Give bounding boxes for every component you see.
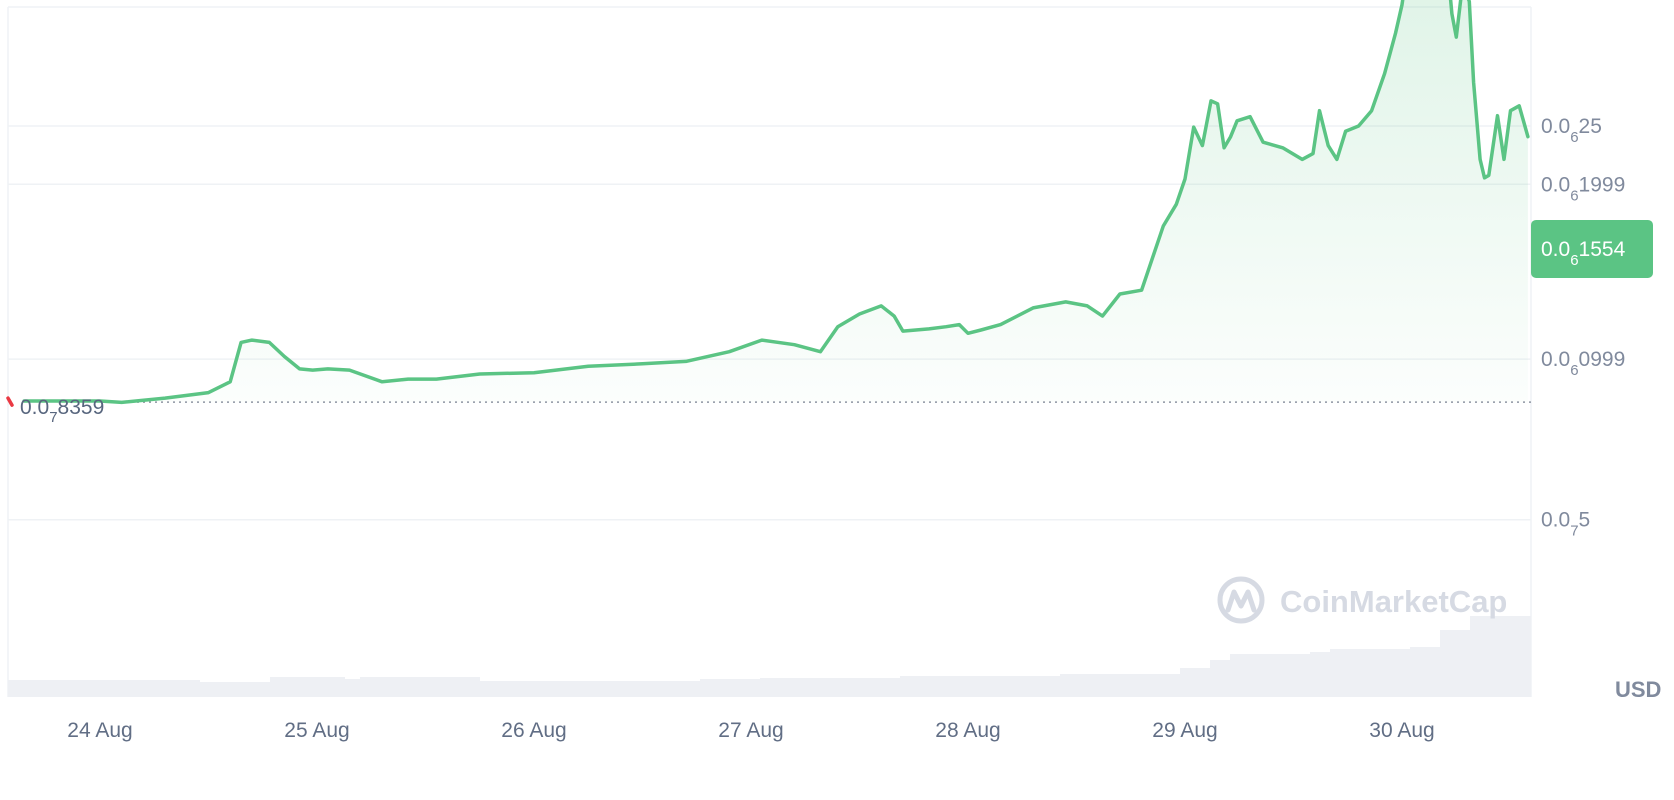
volume-bar xyxy=(200,682,270,697)
volume-bar xyxy=(270,677,345,697)
start-marker-icon xyxy=(6,396,14,407)
y-axis: 0.0625 0.061999 0.060999 0.075 xyxy=(1541,115,1625,540)
x-tick-label: 25 Aug xyxy=(284,719,349,742)
price-area-fill xyxy=(24,0,1528,403)
volume-bar xyxy=(1330,649,1410,697)
x-tick-label: 26 Aug xyxy=(501,719,566,742)
x-tick-label: 30 Aug xyxy=(1369,719,1434,742)
volume-bar xyxy=(1180,668,1210,697)
coinmarketcap-watermark: CoinMarketCap xyxy=(1217,576,1507,624)
y-tick-label: 0.061999 xyxy=(1541,173,1625,204)
volume-bar xyxy=(8,680,200,697)
volume-bar xyxy=(1440,630,1470,697)
volume-bars xyxy=(8,616,1531,697)
volume-bar xyxy=(480,681,700,697)
current-price-badge-bg xyxy=(1531,219,1653,278)
volume-bar xyxy=(1410,647,1440,697)
volume-bar xyxy=(760,678,900,697)
volume-bar xyxy=(900,676,1060,697)
coinmarketcap-logo-icon xyxy=(1217,576,1265,624)
coinmarketcap-logo-m-icon xyxy=(1225,589,1257,613)
y-tick-label: 0.0625 xyxy=(1541,115,1602,146)
x-tick-label: 29 Aug xyxy=(1152,719,1217,742)
y-tick-label: 0.075 xyxy=(1541,509,1590,540)
volume-bar xyxy=(360,677,480,697)
volume-bar xyxy=(1060,674,1180,697)
volume-bar xyxy=(1210,660,1230,697)
volume-bar xyxy=(345,679,360,697)
y-tick-label: 0.060999 xyxy=(1541,348,1625,379)
volume-bar xyxy=(1470,616,1531,697)
price-line xyxy=(22,0,1530,405)
volume-bar xyxy=(700,679,760,697)
current-price-badge: 0.061554 xyxy=(1531,219,1653,278)
x-tick-label: 24 Aug xyxy=(67,719,132,742)
start-price-label: 0.078359 xyxy=(20,396,104,426)
volume-bar xyxy=(1230,654,1310,697)
x-tick-label: 28 Aug xyxy=(935,719,1000,742)
x-axis: 24 Aug 25 Aug 26 Aug 27 Aug 28 Aug 29 Aug 30 A… xyxy=(67,719,1434,742)
x-tick-label: 27 Aug xyxy=(718,719,783,742)
currency-label: USD xyxy=(1615,677,1661,702)
volume-bar xyxy=(1310,652,1330,697)
watermark-text: CoinMarketCap xyxy=(1280,584,1507,619)
